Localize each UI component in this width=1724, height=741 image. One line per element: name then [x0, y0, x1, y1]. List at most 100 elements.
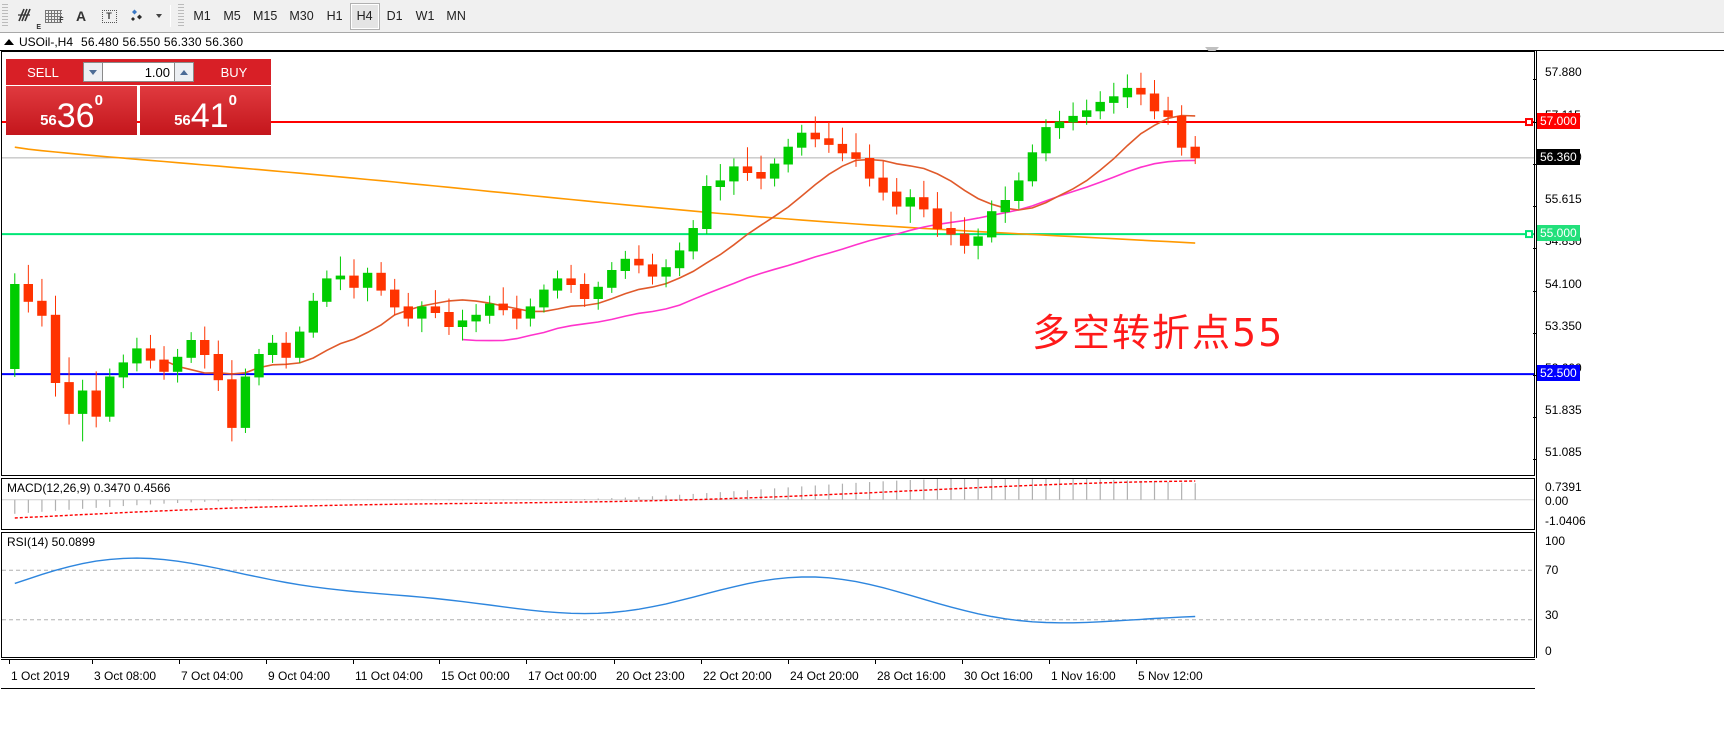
candle-body	[878, 177, 888, 193]
macd-pane[interactable]: MACD(12,26,9) 0.3470 0.4566	[1, 478, 1535, 530]
tf-mn[interactable]: MN	[440, 3, 471, 30]
tf-w1[interactable]: W1	[410, 3, 441, 30]
price-tick-label: 57.880	[1545, 64, 1582, 79]
tf-m1[interactable]: M1	[187, 3, 217, 30]
text-object-icon[interactable]: T	[95, 3, 123, 30]
candle-body	[457, 320, 468, 327]
objects-icon[interactable]	[123, 3, 151, 30]
sell-price-quote[interactable]: 56 36 0	[6, 86, 137, 135]
rsi-pane[interactable]: RSI(14) 50.0899	[1, 532, 1535, 658]
price-scale[interactable]: 57.88057.11556.36055.61554.85054.10053.3…	[1533, 51, 1724, 658]
support-line-tag[interactable]: 55.000	[1537, 225, 1580, 242]
candle-body	[444, 312, 454, 327]
time-label: 22 Oct 20:00	[703, 669, 772, 683]
buy-price-quote[interactable]: 56 41 0	[140, 86, 271, 135]
price-tick-label: 51.835	[1545, 403, 1582, 418]
candle-body	[308, 300, 319, 333]
tf-m30[interactable]: M30	[283, 3, 319, 30]
candle-body	[281, 342, 291, 358]
candle-body	[50, 314, 61, 383]
chart-area[interactable]: 多空转折点55 MACD(12,26,9) 0.3470 0.4566 RSI(…	[0, 47, 1724, 741]
trade-panel-top-row: SELL 1.00 BUY	[6, 59, 271, 85]
sell-button[interactable]: SELL	[6, 59, 80, 85]
candle-body	[1041, 127, 1051, 154]
tf-m15[interactable]: M15	[247, 3, 283, 30]
candle-body	[335, 275, 346, 280]
macd-tick-min: -1.0406	[1545, 514, 1586, 528]
candle-body	[1082, 110, 1092, 117]
time-tick	[962, 660, 963, 664]
lower-line-tag[interactable]: 52.500	[1537, 365, 1580, 382]
buy-price-prefix: 56	[174, 112, 191, 129]
volume-control[interactable]: 1.00	[80, 59, 197, 85]
toolbar-grip[interactable]	[2, 4, 8, 28]
candle-body	[742, 166, 753, 174]
candle-body	[919, 197, 929, 210]
candle-body	[1122, 87, 1133, 98]
time-scale[interactable]: 1 Oct 2019 3 Oct 08:00 7 Oct 04:00 9 Oct 04…	[1, 659, 1535, 689]
tf-m5[interactable]: M5	[217, 3, 247, 30]
candle-body	[132, 348, 142, 364]
candle-body	[892, 191, 902, 207]
candle-body	[159, 359, 169, 372]
candle-body	[1054, 121, 1065, 129]
time-label: 17 Oct 00:00	[528, 669, 597, 683]
macd-chart-svg	[2, 479, 1534, 519]
volume-increase-button[interactable]	[174, 62, 194, 82]
sell-price-main: 36	[56, 97, 95, 135]
candle-body	[647, 264, 658, 277]
tf-m30-label: M30	[289, 9, 314, 23]
candle-body	[620, 258, 630, 272]
time-label: 5 Nov 12:00	[1138, 669, 1203, 683]
objects-dropdown-icon[interactable]	[151, 3, 165, 30]
time-label: 1 Oct 2019	[11, 669, 70, 683]
last-price-tag[interactable]: 56.360	[1537, 148, 1580, 165]
level-handle[interactable]	[1525, 118, 1533, 127]
tf-h1-label: H1	[326, 9, 343, 23]
sell-price-prefix: 56	[40, 112, 57, 129]
resistance-line-tag[interactable]: 57.000	[1537, 113, 1580, 130]
text-label-icon[interactable]: A	[75, 8, 87, 24]
volume-decrease-button[interactable]	[83, 62, 103, 82]
level-handle[interactable]	[1525, 230, 1533, 239]
time-label: 24 Oct 20:00	[790, 669, 859, 683]
time-label: 7 Oct 04:00	[181, 669, 244, 683]
rsi-chart-svg	[2, 557, 1534, 624]
rsi-tick-100: 100	[1545, 534, 1566, 548]
candle-body	[851, 152, 861, 159]
tf-h1[interactable]: H1	[320, 3, 350, 30]
price-tick-54-850: 54.850	[1533, 234, 1582, 255]
tf-d1[interactable]: D1	[380, 3, 410, 30]
ma-line	[462, 159, 1196, 342]
price-tick-label: 55.615	[1545, 191, 1582, 206]
rsi-tick-0: 0	[1545, 644, 1552, 658]
time-tick	[614, 660, 615, 664]
candle-body	[1136, 87, 1146, 95]
expert-advisor-icon[interactable]: E	[11, 3, 41, 31]
price-tick-53-350: 53.350	[1533, 319, 1582, 340]
timeframe-grip[interactable]	[178, 4, 184, 28]
price-tick-label: 54.100	[1545, 276, 1582, 291]
candle-body	[1176, 115, 1187, 148]
candle-body	[661, 267, 671, 277]
tf-w1-label: W1	[415, 9, 435, 23]
candle-body	[1068, 115, 1078, 123]
chart-expand-icon[interactable]	[4, 38, 14, 45]
candle-body	[213, 354, 224, 381]
tf-m1-label: M1	[193, 9, 211, 23]
macd-label: MACD(12,26,9) 0.3470 0.4566	[7, 481, 171, 495]
volume-input[interactable]: 1.00	[103, 62, 174, 82]
indicator-list-icon[interactable]: F	[39, 3, 67, 30]
buy-button[interactable]: BUY	[197, 59, 271, 85]
price-tick-54-100: 54.100	[1533, 277, 1582, 298]
candle-body	[769, 163, 780, 179]
symbol-info-bar: USOil-,H4 56.480 56.550 56.330 56.360	[0, 33, 1724, 51]
buy-price-main: 41	[190, 97, 229, 135]
time-tick	[439, 660, 440, 664]
one-click-trading-panel[interactable]: SELL 1.00 BUY 56 36 0 56 41 0	[6, 59, 271, 135]
rsi-tick-70: 70	[1545, 563, 1559, 577]
tf-h4[interactable]: H4	[349, 2, 380, 30]
candle-body	[525, 306, 536, 319]
time-tick	[353, 660, 354, 664]
candle-body	[362, 272, 373, 288]
